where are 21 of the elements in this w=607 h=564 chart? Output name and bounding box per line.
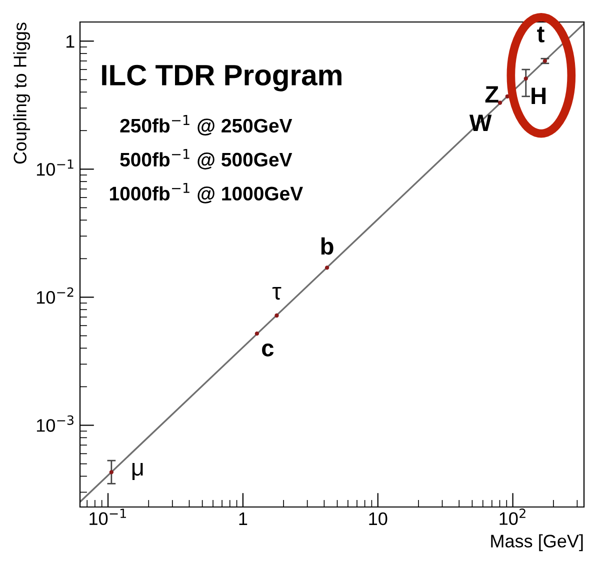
x-tick-label: 10$^{−1}$	[90, 508, 126, 525]
x-tick-label: 1	[239, 512, 248, 525]
annotation: t	[537, 26, 544, 42]
annotation: τ	[272, 287, 282, 300]
annotation: 250fb$^{−1}$ @ 250GeV	[120, 115, 292, 136]
x-tick-label: 10	[369, 512, 388, 526]
y-tick-label: 10$^{−2}$	[36, 287, 74, 304]
annotation: Z	[485, 86, 498, 103]
y-tick-label: 10$^{−1}$	[36, 159, 74, 176]
annotation: ILC TDR Program	[102, 64, 342, 92]
y-axis-title: Coupling to Higgs	[13, 22, 30, 164]
annotation: b	[321, 237, 334, 255]
annotation: 1000fb$^{−1}$ @ 1000GeV	[110, 182, 303, 204]
annotation: H	[532, 88, 546, 104]
x-axis-title: Mass [GeV]	[491, 534, 583, 552]
annotation: 500fb$^{−1}$ @ 500GeV	[120, 148, 292, 170]
y-tick-label: 1	[66, 35, 74, 48]
annotation: c	[262, 344, 274, 356]
y-tick-label: 10$^{−3}$	[36, 415, 74, 432]
annotation: μ	[132, 463, 143, 480]
x-tick-label: 10$^{2}$	[500, 508, 526, 525]
